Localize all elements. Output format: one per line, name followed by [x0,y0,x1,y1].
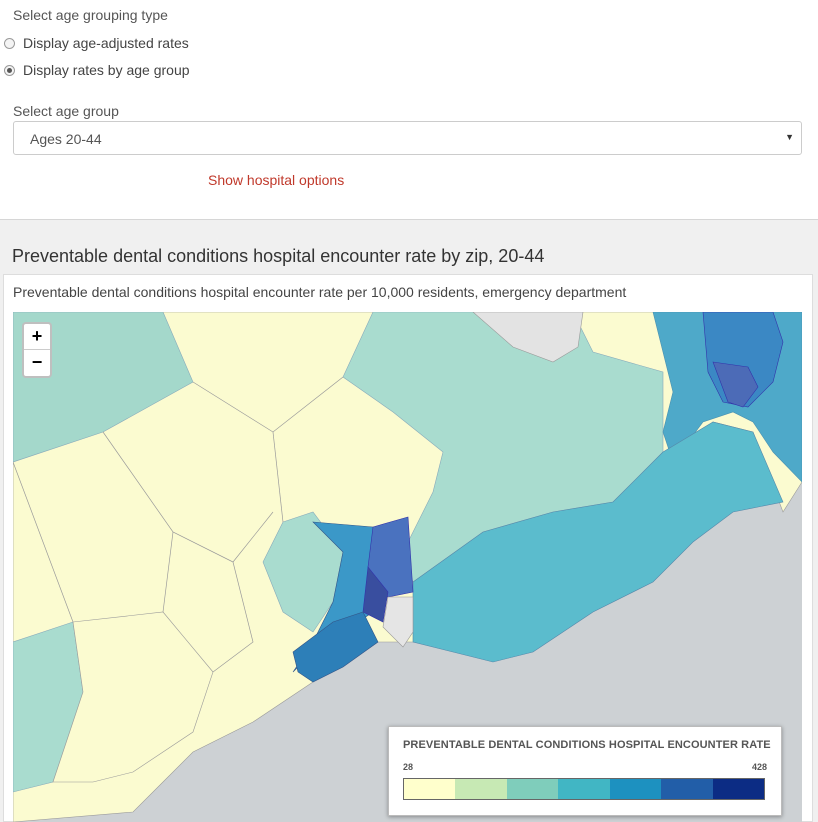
zip-region-center-dark[interactable] [367,516,414,598]
zip-region-gray [472,312,584,363]
zoom-out-button[interactable]: − [31,352,43,372]
zip-region-center-gray [382,596,414,648]
legend-swatch-2 [455,779,507,799]
zoom-in-button[interactable]: + [24,324,50,350]
map-legend: PREVENTABLE DENTAL CONDITIONS HOSPITAL E… [388,726,782,816]
legend-color-scale [403,778,765,800]
controls-panel [0,0,818,220]
zip-region-sw-coast[interactable] [292,611,379,683]
age-group-select[interactable]: Ages 20-44 ▼ [13,121,802,155]
zoom-controls: + − [22,322,52,378]
zip-region-center-darkest[interactable] [362,566,389,623]
legend-swatch-5 [609,779,662,799]
legend-title: PREVENTABLE DENTAL CONDITIONS HOSPITAL E… [403,739,771,751]
legend-swatch-7 [712,779,764,799]
dropdown-caret-icon: ▼ [785,132,794,142]
legend-swatch-1 [404,779,456,799]
legend-min: 28 [403,762,414,772]
age-grouping-label: Select age grouping type [13,7,168,23]
zip-region-west[interactable] [262,511,344,633]
radio-by-age-group[interactable]: Display rates by age group [4,62,190,78]
land-region-sw [52,611,214,783]
township-borders [13,376,344,673]
map-panel-heading: Preventable dental conditions hospital e… [13,284,627,300]
map-section-title: Preventable dental conditions hospital e… [12,246,545,266]
age-group-select-value: Ages 20-44 [30,131,102,147]
legend-max: 428 [751,762,767,772]
radio-button-checked-icon[interactable] [4,64,15,76]
age-group-label: Select age group [13,103,119,119]
legend-swatch-6 [661,779,713,799]
radio-by-age-group-label: Display rates by age group [23,62,190,78]
show-hospital-options-link[interactable]: Show hospital options [208,172,345,188]
radio-age-adjusted-label: Display age-adjusted rates [23,35,189,51]
zip-region-coast-east[interactable] [412,421,784,663]
zip-region-nw[interactable] [13,312,194,463]
radio-button-icon[interactable] [4,37,15,49]
legend-swatch-4 [558,779,610,799]
radio-age-adjusted[interactable]: Display age-adjusted rates [4,35,189,51]
legend-swatch-3 [506,779,559,799]
zip-region-ne-darkest[interactable] [712,361,759,408]
